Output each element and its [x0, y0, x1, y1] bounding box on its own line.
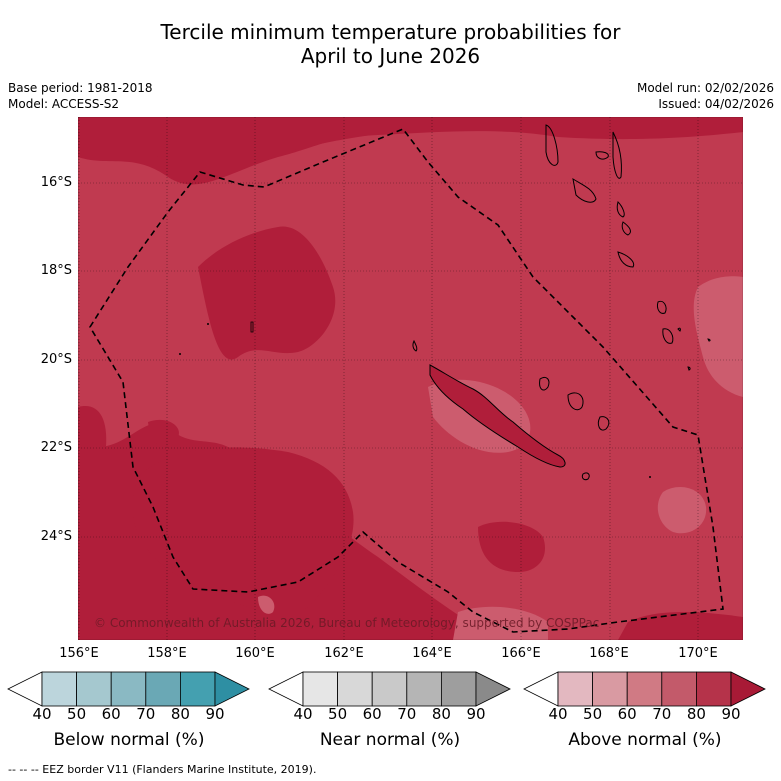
colorbar-above-tick: 70: [652, 705, 672, 723]
colorbar-near-tick: 80: [431, 705, 451, 723]
island-loyalty-3: [597, 416, 610, 431]
colorbar-near-tick: 40: [293, 705, 313, 723]
colorbar-above-low-extend: [523, 671, 559, 707]
colorbar-near-low-extend: [268, 671, 304, 707]
colorbar-above-bin-3: [661, 671, 697, 707]
colorbar-near-tick: 50: [328, 705, 348, 723]
colorbar-below-low-extend: [7, 671, 43, 707]
colorbar-below-tick: 80: [170, 705, 190, 723]
colorbar-above-bin-2: [626, 671, 663, 707]
island-isle-of-pines: [581, 472, 590, 481]
island-belep: [412, 339, 418, 352]
colorbar-above-bin-0: [557, 671, 593, 707]
lat-label-24s: 24°S: [40, 529, 72, 544]
probability-region-80-90-se: [618, 612, 743, 640]
islands-vanuatu: [545, 124, 711, 371]
lon-label-160e: 160°E: [235, 646, 275, 661]
lat-label-22s: 22°S: [40, 440, 72, 455]
base-period: Base period: 1981-2018: [8, 81, 153, 95]
probability-region-80-90-nw: [198, 226, 336, 360]
colorbar-near-bin-3: [406, 671, 442, 707]
chart-title-line1: Tercile minimum temperature probabilitie…: [160, 20, 621, 44]
island-loyalty-1: [539, 376, 550, 391]
info-right: Model run: 02/02/2026 Issued: 04/02/2026: [637, 80, 774, 112]
colorbar-label-near: Near normal (%): [319, 730, 461, 750]
lon-label-170e: 170°E: [678, 646, 718, 661]
probability-region-80-90-w2: [148, 419, 179, 445]
colorbar-below-tick: 40: [32, 705, 52, 723]
colorbar-above-tick: 40: [548, 705, 568, 723]
colorbar-label-above: Above normal (%): [568, 730, 722, 750]
colorbar-below-tick: 50: [67, 705, 87, 723]
colorbar-near-bin-4: [440, 671, 477, 707]
probability-region-60-70-se: [657, 487, 707, 534]
lat-label-18s: 18°S: [40, 263, 72, 278]
colorbar-below-bin-1: [76, 671, 112, 707]
colorbar-below-bin-4: [179, 671, 216, 707]
probability-region-80-90-w: [78, 406, 107, 502]
issued-date: Issued: 04/02/2026: [658, 97, 774, 111]
colorbar-above-tick: 80: [686, 705, 706, 723]
model-run: Model run: 02/02/2026: [636, 81, 774, 95]
colorbar-below-tick: 60: [101, 705, 121, 723]
colorbar-near-high-extend: [475, 671, 511, 707]
colorbar-below-bin-2: [110, 671, 147, 707]
colorbar-above-tick: 60: [617, 705, 637, 723]
colorbar-legend: [7, 671, 766, 707]
lon-label-156e: 156°E: [59, 646, 99, 661]
model-name: Model: ACCESS-S2: [8, 97, 120, 111]
lat-label-20s: 20°S: [40, 352, 72, 367]
colorbar-above-high-extend: [730, 671, 766, 707]
lat-label-16s: 16°S: [40, 175, 72, 190]
eez-border: [89, 128, 724, 633]
colorbar-near-bin-0: [302, 671, 338, 707]
colorbar-near-bin-1: [337, 671, 373, 707]
probability-region-80-90-s: [478, 521, 546, 572]
colorbar-below-bin-3: [145, 671, 181, 707]
gridlines: [78, 117, 743, 640]
lon-label-164e: 164°E: [412, 646, 452, 661]
colorbar-near-tick: 60: [362, 705, 382, 723]
colorbar-near-tick: 90: [466, 705, 486, 723]
colorbar-above-bin-1: [592, 671, 628, 707]
island-loyalty-2: [567, 392, 584, 411]
probability-region-80-90-sw: [132, 447, 354, 614]
probability-region-80-90-n: [78, 117, 743, 163]
colorbar-below-bin-0: [41, 671, 77, 707]
probability-region-60-70-s2: [258, 595, 275, 614]
colorbar-below-tick: 70: [136, 705, 156, 723]
chart-title-line2: April to June 2026: [300, 44, 481, 68]
lon-label-166e: 166°E: [501, 646, 541, 661]
lon-label-162e: 162°E: [324, 646, 364, 661]
colorbar-near-tick: 70: [397, 705, 417, 723]
lon-label-158e: 158°E: [147, 646, 187, 661]
colorbar-below-high-extend: [214, 671, 250, 707]
island-new-caledonia: [429, 364, 566, 468]
colorbar-above-tick: 50: [583, 705, 603, 723]
colorbar-above-bin-4: [696, 671, 732, 707]
colorbar-label-below: Below normal (%): [53, 730, 205, 750]
lon-label-168e: 168°E: [589, 646, 629, 661]
footnote-eez: -- -- -- EEZ border V11 (Flanders Marine…: [8, 763, 317, 776]
map-panel: © Commonwealth of Australia 2026, Bureau…: [78, 117, 743, 640]
colorbar-above-tick: 90: [721, 705, 741, 723]
colorbar-near-bin-2: [371, 671, 408, 707]
colorbar-below-tick: 90: [205, 705, 225, 723]
probability-region-60-70-east: [693, 276, 743, 397]
copyright-text: © Commonwealth of Australia 2026, Bureau…: [94, 616, 599, 630]
info-left: Base period: 1981-2018 Model: ACCESS-S2: [8, 80, 153, 112]
